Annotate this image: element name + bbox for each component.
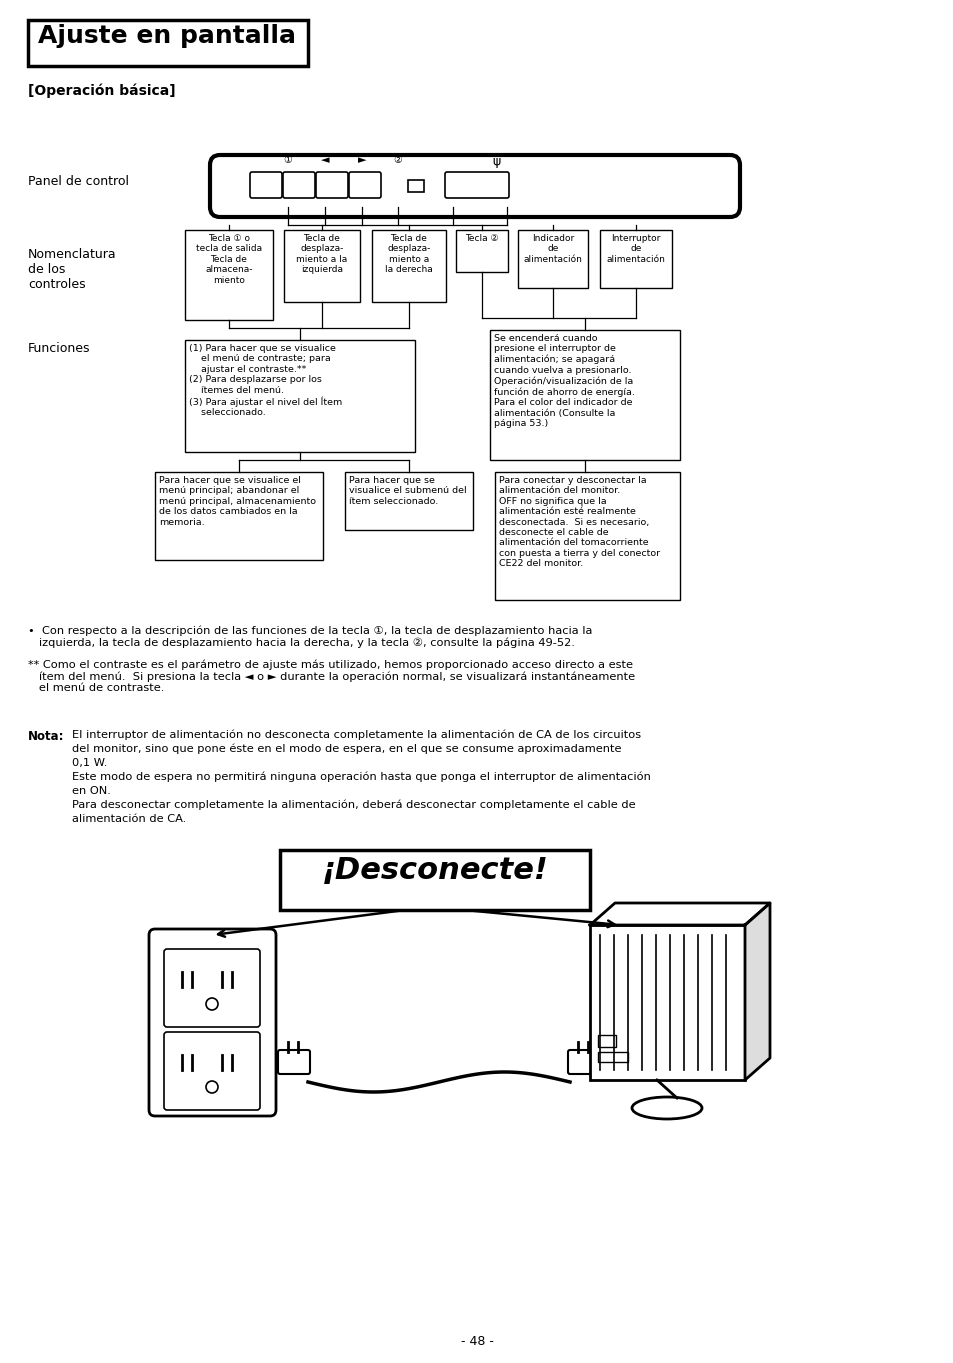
- Bar: [598, 1052, 627, 1062]
- Text: Este modo de espera no permitirá ninguna operación hasta que ponga el interrupto: Este modo de espera no permitirá ninguna…: [71, 771, 650, 782]
- Text: 0,1 W.: 0,1 W.: [71, 758, 108, 767]
- Bar: [372, 230, 446, 303]
- Text: [Operación básica]: [Operación básica]: [28, 85, 175, 98]
- FancyBboxPatch shape: [277, 1050, 310, 1074]
- Text: Funciones: Funciones: [28, 342, 91, 354]
- Text: Ajuste en pantalla: Ajuste en pantalla: [38, 25, 295, 48]
- Bar: [154, 472, 323, 560]
- Text: (1) Para hacer que se visualice
    el menú de contraste; para
    ajustar el co: (1) Para hacer que se visualice el menú …: [189, 343, 342, 417]
- Polygon shape: [589, 904, 769, 925]
- Text: Tecla ① o
tecla de salida
Tecla de
almacena-
miento: Tecla ① o tecla de salida Tecla de almac…: [195, 234, 262, 285]
- FancyBboxPatch shape: [210, 155, 740, 217]
- Text: Indicador
de
alimentación: Indicador de alimentación: [523, 234, 582, 264]
- Text: Para desconectar completamente la alimentación, deberá desconectar completamente: Para desconectar completamente la alimen…: [71, 800, 635, 811]
- FancyBboxPatch shape: [444, 172, 509, 198]
- Bar: [517, 230, 587, 288]
- Bar: [495, 472, 679, 600]
- Text: ** Como el contraste es el parámetro de ajuste más utilizado, hemos proporcionad: ** Como el contraste es el parámetro de …: [28, 658, 635, 694]
- FancyBboxPatch shape: [315, 172, 348, 198]
- FancyBboxPatch shape: [164, 1032, 260, 1109]
- Text: Tecla de
desplaza-
miento a la
izquierda: Tecla de desplaza- miento a la izquierda: [296, 234, 347, 274]
- Text: Para hacer que se
visualice el submenú del
ítem seleccionado.: Para hacer que se visualice el submenú d…: [349, 476, 466, 506]
- Text: •  Con respecto a la descripción de las funciones de la tecla ①, la tecla de des: • Con respecto a la descripción de las f…: [28, 626, 592, 647]
- Text: El interruptor de alimentación no desconecta completamente la alimentación de CA: El interruptor de alimentación no descon…: [71, 731, 640, 740]
- Bar: [408, 180, 423, 192]
- Text: Para conectar y desconectar la
alimentación del monitor.
OFF no significa que la: Para conectar y desconectar la alimentac…: [498, 476, 659, 568]
- Bar: [185, 230, 273, 320]
- Bar: [345, 472, 473, 530]
- Bar: [185, 339, 415, 453]
- Bar: [589, 925, 744, 1079]
- Bar: [456, 230, 507, 273]
- Bar: [599, 230, 671, 288]
- Text: Tecla de
desplaza-
miento a
la derecha: Tecla de desplaza- miento a la derecha: [385, 234, 433, 274]
- Circle shape: [206, 998, 218, 1010]
- Bar: [598, 1035, 616, 1047]
- Text: ¡Desconecte!: ¡Desconecte!: [321, 856, 548, 885]
- Bar: [28, 20, 308, 65]
- FancyBboxPatch shape: [250, 172, 282, 198]
- Text: Panel de control: Panel de control: [28, 174, 129, 188]
- Text: Se encenderá cuando
presione el interruptor de
alimentación; se apagará
cuando v: Se encenderá cuando presione el interrup…: [494, 334, 634, 428]
- Text: ►: ►: [357, 155, 366, 165]
- FancyBboxPatch shape: [164, 949, 260, 1026]
- FancyBboxPatch shape: [283, 172, 314, 198]
- Bar: [284, 230, 359, 303]
- Text: - 48 -: - 48 -: [460, 1334, 493, 1348]
- Text: Interruptor
de
alimentación: Interruptor de alimentación: [606, 234, 665, 264]
- Text: ψ: ψ: [493, 155, 500, 168]
- Bar: [490, 330, 679, 459]
- Text: en ON.: en ON.: [71, 786, 111, 796]
- Text: ◄: ◄: [320, 155, 329, 165]
- Text: ①: ①: [283, 155, 292, 165]
- FancyBboxPatch shape: [149, 930, 275, 1116]
- FancyBboxPatch shape: [567, 1050, 599, 1074]
- Text: alimentación de CA.: alimentación de CA.: [71, 814, 186, 825]
- Text: del monitor, sino que pone éste en el modo de espera, en el que se consume aprox: del monitor, sino que pone éste en el mo…: [71, 744, 620, 755]
- Text: Nomenclatura
de los
controles: Nomenclatura de los controles: [28, 248, 116, 290]
- Text: Tecla ②: Tecla ②: [465, 234, 498, 243]
- Ellipse shape: [631, 1097, 701, 1119]
- Text: ②: ②: [394, 155, 402, 165]
- Polygon shape: [744, 904, 769, 1079]
- Circle shape: [206, 1081, 218, 1093]
- Text: Nota:: Nota:: [28, 731, 65, 743]
- Bar: [280, 851, 589, 910]
- FancyBboxPatch shape: [349, 172, 380, 198]
- Text: Para hacer que se visualice el
menú principal; abandonar el
menú principal, alma: Para hacer que se visualice el menú prin…: [159, 476, 315, 526]
